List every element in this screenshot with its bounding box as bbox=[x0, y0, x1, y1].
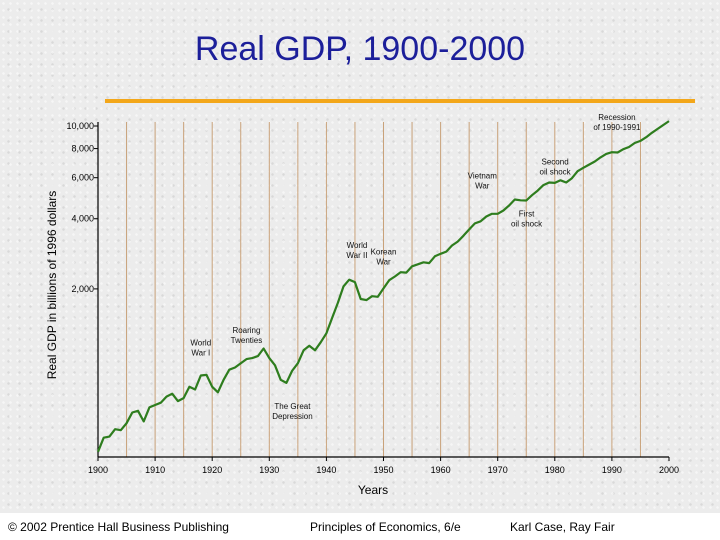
footer-copyright: © 2002 Prentice Hall Business Publishing bbox=[8, 520, 229, 534]
annotation-5: Vietnam War bbox=[468, 171, 498, 190]
y-axis-label: Real GDP in billions of 1996 dollars bbox=[45, 191, 59, 380]
y-tick-label-8000: 8,000 bbox=[71, 144, 94, 154]
title-underline bbox=[105, 99, 695, 103]
y-tick-label-10000: 10,000 bbox=[66, 121, 94, 131]
annotation-7: Second oil shock bbox=[540, 158, 572, 177]
footer-authors: Karl Case, Ray Fair bbox=[510, 520, 615, 534]
y-tick-labels: 2,000 4,000 6,000 8,000 10,000 bbox=[66, 121, 98, 294]
footer-bar: © 2002 Prentice Hall Business Publishing… bbox=[0, 513, 720, 540]
x-tick-label-1990: 1990 bbox=[602, 465, 622, 475]
x-tick-label-2000: 2000 bbox=[659, 465, 679, 475]
y-tick-label-6000: 6,000 bbox=[71, 173, 94, 183]
annotations: World War I Roaring Twenties The Great Depres… bbox=[190, 113, 641, 421]
footer-book-title: Principles of Economics, 6/e bbox=[310, 520, 461, 534]
x-tick-label-1910: 1910 bbox=[145, 465, 165, 475]
x-axis-label: Years bbox=[358, 483, 388, 497]
annotation-6: First oil shock bbox=[511, 209, 543, 228]
x-tick-label-1950: 1950 bbox=[373, 465, 393, 475]
x-tick-label-1940: 1940 bbox=[316, 465, 336, 475]
annotation-4: Korean War bbox=[371, 247, 397, 266]
annotation-1: Roaring Twenties bbox=[231, 326, 263, 345]
y-tick-label-2000: 2,000 bbox=[71, 284, 94, 294]
x-tick-label-1900: 1900 bbox=[88, 465, 108, 475]
x-tick-label-1960: 1960 bbox=[431, 465, 451, 475]
gdp-chart: 1900 1910 1920 1930 1940 1950 1960 1970 1980 1990… bbox=[45, 113, 679, 497]
annotation-8: Recession of 1990-1991 bbox=[593, 113, 641, 132]
x-tick-labels: 1900 1910 1920 1930 1940 1950 1960 1970 1980 1990… bbox=[88, 457, 679, 475]
x-tick-label-1980: 1980 bbox=[545, 465, 565, 475]
gdp-series-line bbox=[96, 120, 670, 453]
slide-title: Real GDP, 1900-2000 bbox=[194, 30, 526, 68]
x-tick-label-1970: 1970 bbox=[488, 465, 508, 475]
annotation-2: The Great Depression bbox=[272, 402, 312, 421]
x-tick-label-1930: 1930 bbox=[259, 465, 279, 475]
annotation-3: World War II bbox=[346, 241, 367, 260]
x-tick-label-1920: 1920 bbox=[202, 465, 222, 475]
annotation-0: World War I bbox=[190, 339, 211, 358]
y-tick-label-4000: 4,000 bbox=[71, 214, 94, 224]
